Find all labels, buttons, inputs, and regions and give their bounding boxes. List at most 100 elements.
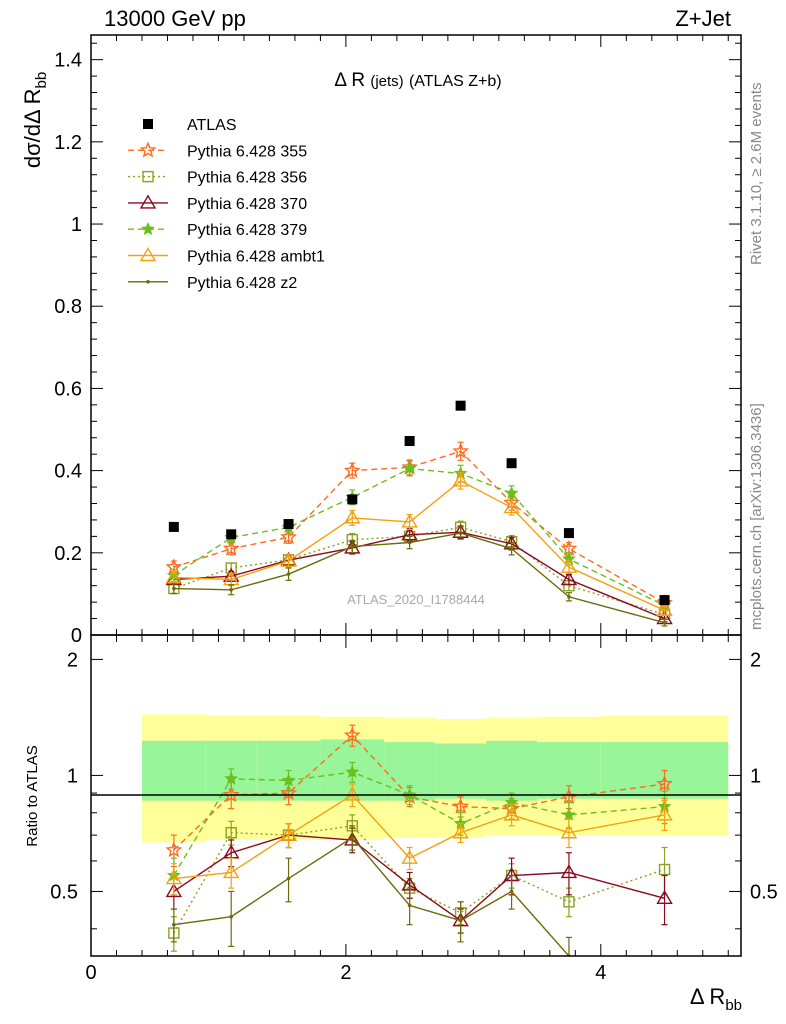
- legend-atlas-label: ATLAS: [187, 117, 237, 134]
- legend-label-1: Pythia 6.428 355: [187, 143, 307, 160]
- legend-label-4: Pythia 6.428 379: [187, 222, 307, 239]
- series-2-ratio-point: [225, 827, 237, 839]
- series-6-ratio-point: [407, 903, 412, 908]
- ratio-inner-band: [435, 743, 487, 799]
- series-5-ratio-point: [656, 806, 673, 821]
- y-axis-label: dσ/dΔ Rbb: [20, 72, 50, 168]
- series-4-point: [504, 485, 519, 500]
- ratio-series-group: [165, 724, 673, 991]
- legend-label-2: Pythia 6.428 356: [187, 170, 307, 187]
- series-2-ratio-line: [173, 825, 665, 934]
- series-5-ratio-point: [280, 826, 297, 841]
- series-1-line: [173, 450, 665, 604]
- series-5-ratio-point: [560, 824, 578, 839]
- legend-marker-1: [139, 141, 157, 158]
- series-5-point: [280, 552, 297, 567]
- ratio-frame: [90, 634, 742, 957]
- atlas-point: [404, 436, 415, 447]
- series-5-point: [165, 569, 183, 584]
- legend-marker-5: [139, 247, 157, 262]
- y-tick-label: 1.2: [54, 132, 82, 154]
- series-1-point: [452, 442, 470, 459]
- ratio-inner-band: [141, 740, 206, 801]
- series-1-ratio-point: [452, 797, 470, 814]
- ratio-tick-label-left: 2: [67, 649, 78, 671]
- y-tick-label: 0.4: [54, 461, 82, 483]
- series-1-point: [280, 528, 297, 545]
- series-1-point: [343, 461, 361, 478]
- header-right: Z+Jet: [675, 6, 731, 31]
- series-6-ratio-point: [509, 889, 514, 894]
- x-tick-label: 0: [85, 962, 96, 984]
- ratio-tick-label-right: 2: [750, 649, 761, 671]
- atlas-point: [455, 400, 466, 411]
- legend-atlas-marker: [143, 119, 153, 129]
- series-5-point: [656, 601, 673, 617]
- atlas-point: [506, 458, 517, 469]
- series-4-ratio-point: [281, 773, 296, 787]
- atlas-data-points: [168, 400, 670, 606]
- series-3-ratio-point: [560, 864, 578, 879]
- atlas-point: [168, 521, 179, 532]
- series-5-ratio-point: [344, 786, 361, 801]
- series-5-point: [344, 509, 361, 524]
- legend-marker-4: [141, 221, 155, 236]
- series-6-point: [286, 572, 291, 576]
- legend: ATLAS Pythia 6.428 355 Pythia 6.428 356 Pyt…: [128, 117, 325, 292]
- series-2-ratio-point: [563, 896, 575, 908]
- y-tick-label: 1: [71, 214, 82, 236]
- series-2-line: [173, 526, 665, 616]
- series-6-ratio-point: [350, 835, 355, 840]
- series-5-point: [452, 472, 469, 487]
- ratio-y-axis-label: Ratio to ATLAS: [24, 745, 41, 846]
- series-5-ratio-point: [401, 849, 418, 864]
- ratio-inner-band: [486, 740, 538, 801]
- series-6-ratio-point: [663, 987, 667, 991]
- series-6-point: [662, 620, 667, 625]
- series-6-ratio-point: [229, 914, 233, 919]
- series-5-point: [503, 499, 520, 514]
- series-6-point: [407, 540, 412, 545]
- series-3-ratio-point: [656, 889, 673, 904]
- series-5-point: [560, 558, 578, 573]
- main-series-group: [165, 441, 673, 627]
- watermark: ATLAS_2020_I1788444: [347, 592, 485, 607]
- series-5-ratio-point: [452, 824, 469, 839]
- series-6-line: [173, 532, 665, 624]
- series-5-ratio-point: [222, 864, 240, 879]
- series-1-ratio-point: [343, 726, 361, 743]
- ratio-tick-label-right: 0.5: [750, 881, 778, 903]
- atlas-point: [563, 528, 574, 539]
- ratio-tick-label-left: 0.5: [50, 881, 78, 903]
- legend-marker-2: [142, 170, 154, 183]
- series-6-point: [567, 594, 571, 599]
- atlas-point: [283, 519, 294, 530]
- y-tick-label: 0.8: [54, 296, 82, 318]
- legend-marker-3: [139, 194, 157, 209]
- series-6-point: [509, 546, 514, 551]
- y-tick-label: 0.6: [54, 378, 82, 400]
- series-6-ratio-point: [286, 876, 291, 881]
- series-6-ratio-point: [458, 918, 463, 923]
- mcplots-label: mcplots.cern.ch [arXiv:1306.3436]: [748, 403, 765, 630]
- series-3-ratio-point: [165, 883, 183, 898]
- ratio-tick-label-left: 1: [67, 765, 78, 787]
- legend-marker-6: [146, 280, 150, 284]
- rivet-label: Rivet 3.1.10, ≥ 2.6M events: [748, 83, 765, 266]
- atlas-point: [659, 595, 670, 606]
- legend-label-6: Pythia 6.428 z2: [187, 275, 297, 292]
- series-1-point: [222, 539, 240, 556]
- chart-title: Δ R (jets) (ATLAS Z+b): [334, 70, 501, 91]
- y-tick-label: 0: [71, 625, 82, 647]
- series-6-point: [458, 531, 463, 535]
- legend-label-3: Pythia 6.428 370: [187, 196, 307, 213]
- legend-label-5: Pythia 6.428 ambt1: [187, 249, 325, 266]
- atlas-point: [226, 529, 237, 540]
- x-tick-label: 4: [595, 962, 606, 984]
- series-1-ratio-point: [222, 786, 240, 803]
- series-1-ratio-point: [280, 784, 297, 801]
- series-2-ratio-point: [658, 863, 671, 876]
- series-4-ratio-point: [561, 807, 576, 821]
- series-4-point: [402, 461, 417, 475]
